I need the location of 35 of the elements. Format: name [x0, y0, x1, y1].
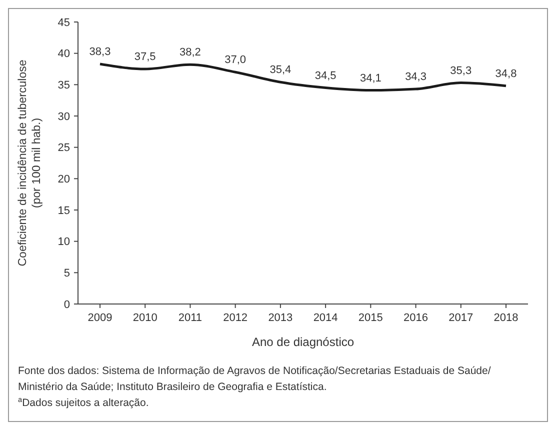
y-tick-label: 30 — [58, 110, 70, 123]
y-tick-label: 25 — [58, 142, 70, 154]
data-label: 34,1 — [360, 72, 382, 84]
data-label: 35,4 — [270, 64, 292, 76]
x-tick-label: 2016 — [404, 312, 428, 324]
data-label: 35,3 — [450, 64, 472, 77]
y-tick-label: 35 — [58, 80, 70, 92]
x-tick-label: 2013 — [268, 312, 293, 324]
data-label: 38,3 — [89, 46, 111, 58]
data-label: 34,5 — [314, 70, 336, 82]
x-tick-label: 2017 — [448, 312, 474, 324]
y-tick-label: 5 — [64, 268, 70, 280]
x-axis-title: Ano de diagnóstico — [252, 335, 354, 349]
y-tick-label: 40 — [58, 48, 70, 60]
y-tick-label: 45 — [58, 16, 70, 29]
text: Ministério da Saúde; Instituto Brasileiro de Geografia e Estatística. — [18, 381, 327, 393]
y-tick-label: 20 — [58, 174, 70, 186]
data-label: 34,3 — [405, 71, 426, 84]
x-tick-label: 2018 — [494, 312, 518, 324]
y-axis-title: Coeficiente de incidência de tuberculose (por 100 mil hab.) — [17, 60, 43, 266]
x-tick-label: 2010 — [132, 312, 158, 324]
data-label: 34,8 — [495, 68, 517, 80]
data-label: 37,5 — [134, 51, 156, 63]
data-label: 37,0 — [224, 54, 246, 66]
x-tick-label: 2015 — [358, 312, 383, 324]
data-label: 38,2 — [180, 46, 201, 59]
y-tick-label: 15 — [58, 204, 70, 217]
x-tick-label: 2009 — [88, 312, 112, 324]
x-tick-label: 2014 — [313, 312, 338, 324]
y-tick-label: 0 — [64, 298, 70, 311]
source-note: Fonte dos dados: Sistema de Informação de Agravos de Notificação/Secretarias Estaduais de Saúde/ — [18, 365, 491, 377]
x-tick-label: 2012 — [223, 312, 248, 324]
text: $^{a}$Dados sujeitos a alteração. — [18, 394, 149, 409]
x-tick-label: 2011 — [178, 312, 202, 324]
y-tick-label: 10 — [58, 236, 70, 248]
